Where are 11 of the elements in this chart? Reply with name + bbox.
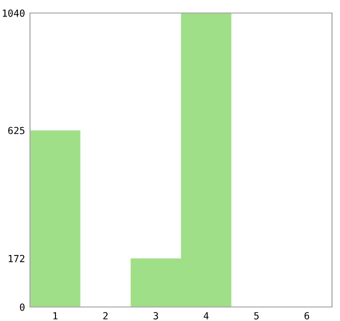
x-tick-label: 2 (103, 312, 108, 320)
y-tick-label: 1040 (2, 10, 25, 17)
x-tick-label: 5 (254, 312, 259, 320)
y-tick-label: 625 (8, 126, 24, 134)
y-tick-label: 0 (20, 304, 25, 311)
x-tick-label: 1 (53, 312, 58, 320)
y-tick-label: 172 (8, 254, 24, 262)
x-tick-label: 4 (204, 312, 209, 320)
x-tick-label: 3 (154, 312, 158, 320)
x-tick-label: 6 (304, 312, 310, 320)
bar (30, 130, 80, 307)
